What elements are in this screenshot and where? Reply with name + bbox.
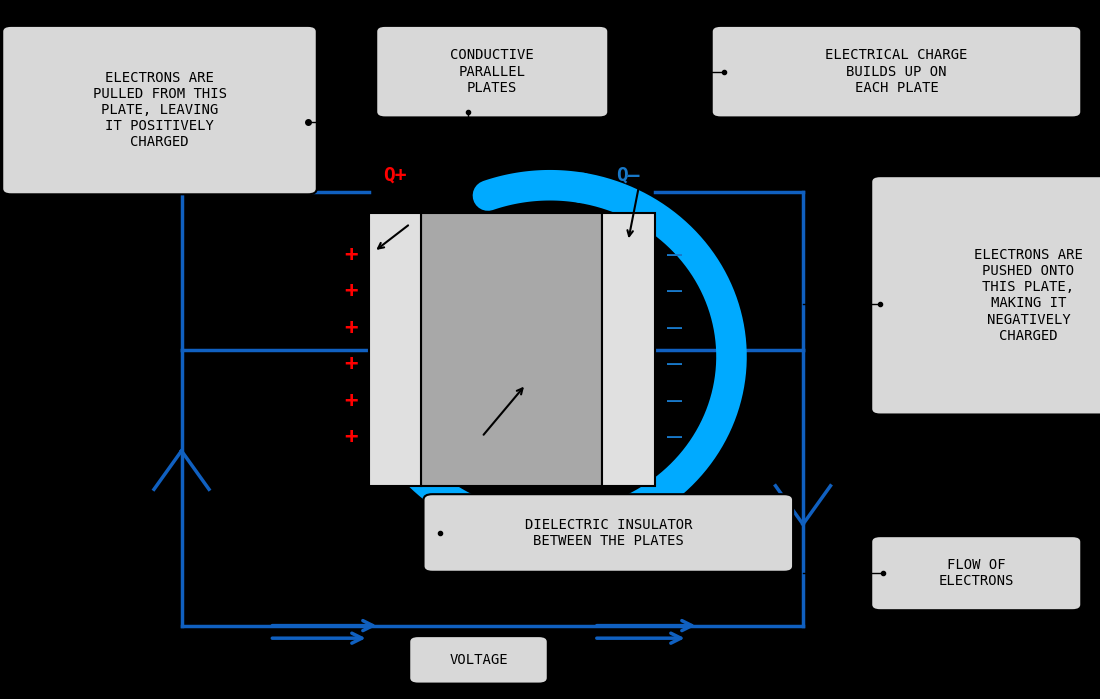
Text: –: – [667, 389, 682, 412]
Text: CONDUCTIVE
PARALLEL
PLATES: CONDUCTIVE PARALLEL PLATES [450, 48, 535, 95]
Text: VOLTAGE: VOLTAGE [449, 653, 508, 667]
FancyBboxPatch shape [871, 176, 1100, 415]
Text: +: + [344, 245, 358, 265]
Text: FLOW OF
ELECTRONS: FLOW OF ELECTRONS [938, 558, 1014, 589]
Text: +: + [344, 427, 358, 447]
FancyBboxPatch shape [871, 536, 1081, 610]
Bar [368, 213, 421, 486]
Text: +: + [344, 391, 358, 410]
Text: +: + [344, 282, 358, 301]
FancyBboxPatch shape [712, 26, 1081, 117]
Text: –: – [667, 425, 682, 449]
Text: –: – [667, 243, 682, 267]
Text: +: + [344, 318, 358, 338]
Text: DIELECTRIC INSULATOR
BETWEEN THE PLATES: DIELECTRIC INSULATOR BETWEEN THE PLATES [525, 518, 692, 548]
Bar [421, 213, 602, 486]
Text: Q–: Q– [616, 165, 640, 185]
Text: –: – [667, 352, 682, 376]
Text: –: – [667, 280, 682, 303]
Text: ELECTRONS ARE
PUSHED ONTO
THIS PLATE,
MAKING IT
NEGATIVELY
CHARGED: ELECTRONS ARE PUSHED ONTO THIS PLATE, MA… [975, 248, 1082, 343]
FancyBboxPatch shape [424, 494, 793, 572]
Text: +: + [344, 354, 358, 374]
FancyBboxPatch shape [376, 26, 608, 117]
Text: –: – [667, 316, 682, 340]
Text: ELECTRONS ARE
PULLED FROM THIS
PLATE, LEAVING
IT POSITIVELY
CHARGED: ELECTRONS ARE PULLED FROM THIS PLATE, LE… [92, 71, 227, 150]
FancyBboxPatch shape [2, 26, 317, 194]
Bar [602, 213, 654, 486]
Text: Q+: Q+ [383, 165, 407, 185]
Text: ELECTRICAL CHARGE
BUILDS UP ON
EACH PLATE: ELECTRICAL CHARGE BUILDS UP ON EACH PLAT… [825, 48, 968, 95]
FancyBboxPatch shape [409, 636, 548, 684]
